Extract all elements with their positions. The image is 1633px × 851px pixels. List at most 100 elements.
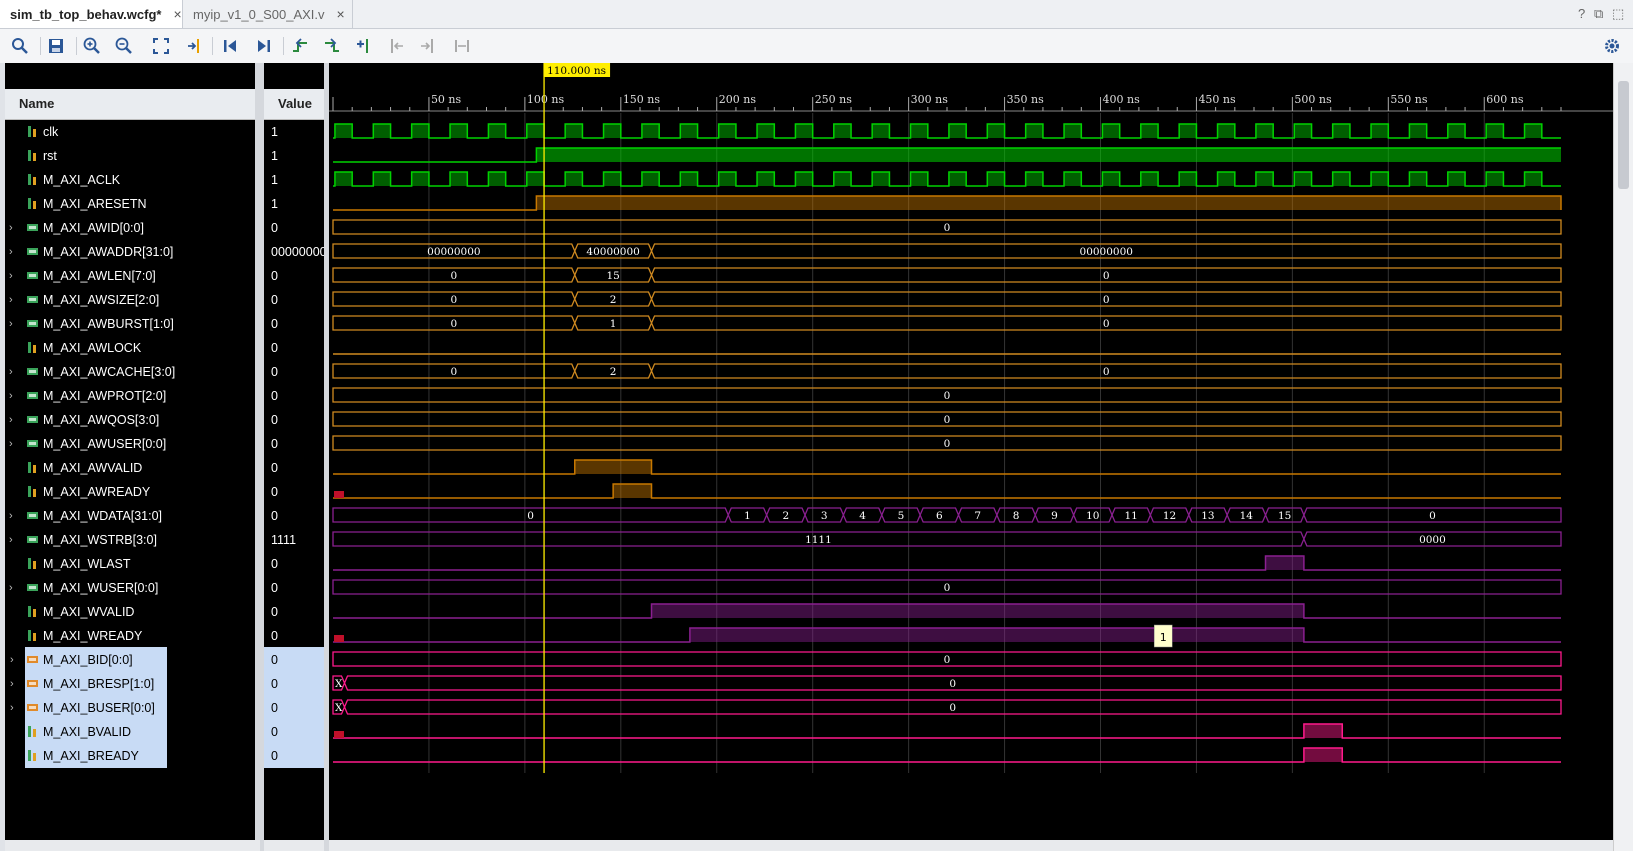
signal-row[interactable]: › M_AXI_AWPROT[2:0] [5, 383, 260, 408]
restore-window-icon[interactable]: ⧉ [1594, 6, 1604, 21]
signal-row[interactable]: M_AXI_WVALID [5, 599, 260, 624]
bus-value-label: 12 [1163, 510, 1176, 522]
bus-icon [27, 368, 38, 375]
zoom-fit-icon[interactable] [149, 34, 173, 58]
clock-pulse [450, 172, 468, 186]
signal-row[interactable]: › M_AXI_AWSIZE[2:0] [5, 287, 260, 312]
previous-marker-icon[interactable] [384, 34, 408, 58]
search-icon[interactable] [8, 34, 32, 58]
signal-value-pane: Value 1 1 1 1 0 00000000 0 0 0 0 0 0 0 0 0 0 0 1111 0 0 0 0 0 0… [264, 63, 327, 851]
signal-row[interactable]: › M_AXI_WUSER[0:0] [5, 575, 260, 600]
expand-chevron-icon[interactable]: › [9, 509, 13, 522]
signal-row[interactable]: M_AXI_AWREADY [5, 479, 260, 504]
signal-row[interactable]: › M_AXI_BUSER[0:0] [10, 695, 167, 720]
expand-chevron-icon[interactable]: › [10, 653, 14, 666]
signal-row[interactable]: clk [5, 119, 260, 144]
signal-value: 1 [271, 196, 278, 211]
swap-cursors-icon[interactable] [450, 34, 474, 58]
expand-chevron-icon[interactable]: › [9, 317, 13, 330]
waveform-trace [333, 459, 1561, 475]
signal-row[interactable]: › M_AXI_AWUSER[0:0] [5, 431, 260, 456]
signal-row[interactable]: M_AXI_AWVALID [5, 455, 260, 480]
signal-row[interactable]: › M_AXI_BRESP[1:0] [10, 671, 167, 696]
expand-chevron-icon[interactable]: › [9, 413, 13, 426]
name-horizontal-scrollbar[interactable] [5, 840, 260, 851]
waveform-horizontal-scrollbar[interactable] [329, 840, 1613, 851]
close-icon[interactable]: × [173, 6, 182, 22]
expand-chevron-icon[interactable]: › [9, 245, 13, 258]
expand-chevron-icon[interactable]: › [9, 437, 13, 450]
signal-row[interactable]: M_AXI_WLAST [5, 551, 260, 576]
signal-row[interactable]: › M_AXI_AWADDR[31:0] [5, 239, 260, 264]
zoom-in-icon[interactable] [80, 34, 104, 58]
signal-row[interactable]: › M_AXI_AWID[0:0] [5, 215, 260, 240]
signal-row[interactable]: M_AXI_WREADY [5, 623, 260, 648]
expand-chevron-icon[interactable]: › [9, 389, 13, 402]
bus-value-label: 0 [451, 366, 458, 378]
name-value-splitter[interactable] [255, 63, 264, 851]
add-marker-icon[interactable] [352, 34, 376, 58]
save-icon[interactable] [44, 34, 68, 58]
clock-pulse [1140, 124, 1159, 138]
expand-chevron-icon[interactable]: › [9, 269, 13, 282]
value-column-header[interactable]: Value [264, 89, 324, 120]
clock-pulse [1486, 124, 1504, 138]
signal-row[interactable]: › M_AXI_BID[0:0] [10, 647, 167, 672]
vertical-scrollbar[interactable] [1613, 63, 1633, 851]
vertical-scroll-thumb[interactable] [1618, 81, 1629, 189]
expand-chevron-icon[interactable]: › [10, 677, 14, 690]
clock-pulse [641, 172, 660, 186]
time-tick-label: 250 ns [815, 93, 853, 106]
value-wave-splitter[interactable] [324, 63, 329, 851]
next-transition-icon[interactable] [320, 34, 344, 58]
go-to-cursor-icon[interactable] [183, 34, 207, 58]
signal-row[interactable]: › M_AXI_WDATA[31:0] [5, 503, 260, 528]
bus-value-label: X [335, 702, 343, 714]
bus-value-label: 7 [974, 510, 981, 522]
settings-gear-icon[interactable] [1600, 34, 1624, 58]
maximize-window-icon[interactable]: ⬚ [1612, 6, 1625, 21]
expand-chevron-icon[interactable]: › [9, 221, 13, 234]
tab-myip-v1-0-s00-axi-v[interactable]: myip_v1_0_S00_AXI.v × [183, 0, 353, 28]
signal-row[interactable]: › M_AXI_AWBURST[1:0] [5, 311, 260, 336]
name-column-header[interactable]: Name [5, 89, 260, 120]
signal-row[interactable]: › M_AXI_WSTRB[3:0] [5, 527, 260, 552]
bus-value-label: 0 [451, 294, 458, 306]
bus-value-label: 1111 [805, 534, 832, 546]
signal-row[interactable]: M_AXI_BREADY [25, 743, 167, 768]
previous-transition-icon[interactable] [288, 34, 312, 58]
expand-chevron-icon[interactable]: › [9, 581, 13, 594]
signal-row[interactable]: › M_AXI_AWQOS[3:0] [5, 407, 260, 432]
go-to-time-zero-icon[interactable] [218, 34, 242, 58]
signal-row[interactable]: › M_AXI_AWLEN[7:0] [5, 263, 260, 288]
signal-row[interactable]: rst [5, 143, 260, 168]
bus-icon-orange [27, 704, 38, 711]
help-icon[interactable]: ? [1578, 6, 1586, 21]
close-icon[interactable]: × [336, 6, 345, 22]
waveform-fill [1303, 748, 1343, 762]
tab-sim-tb-top-behav-wcfg[interactable]: sim_tb_top_behav.wcfg* × [0, 0, 183, 28]
expand-chevron-icon[interactable]: › [9, 533, 13, 546]
next-marker-icon[interactable] [416, 34, 440, 58]
signal-row[interactable]: M_AXI_ARESETN [5, 191, 260, 216]
waveform-fill [536, 148, 1562, 162]
waveform-canvas[interactable]: 50 ns 100 ns 150 ns 200 ns 250 ns 300 ns 350 n… [329, 63, 1613, 840]
time-tick-label: 550 ns [1390, 93, 1428, 106]
waveform-fill [689, 628, 1304, 642]
expand-chevron-icon[interactable]: › [9, 293, 13, 306]
signal-row[interactable]: M_AXI_ACLK [5, 167, 260, 192]
signal-name: M_AXI_AWPROT[2:0] [43, 388, 167, 403]
signal-row[interactable]: M_AXI_BVALID [25, 719, 167, 744]
signal-name: M_AXI_ARESETN [43, 196, 147, 211]
signal-name: M_AXI_AWREADY [43, 484, 151, 499]
signal-row[interactable]: › M_AXI_AWCACHE[3:0] [5, 359, 260, 384]
signal-name: M_AXI_AWID[0:0] [43, 220, 144, 235]
signal-row[interactable]: M_AXI_AWLOCK [5, 335, 260, 360]
clock-pulse [987, 124, 1005, 138]
zoom-out-icon[interactable] [112, 34, 136, 58]
value-horizontal-scrollbar[interactable] [264, 840, 324, 851]
bus-value-label: 2 [782, 510, 789, 522]
expand-chevron-icon[interactable]: › [10, 701, 14, 714]
expand-chevron-icon[interactable]: › [9, 365, 13, 378]
go-to-last-time-icon[interactable] [252, 34, 276, 58]
